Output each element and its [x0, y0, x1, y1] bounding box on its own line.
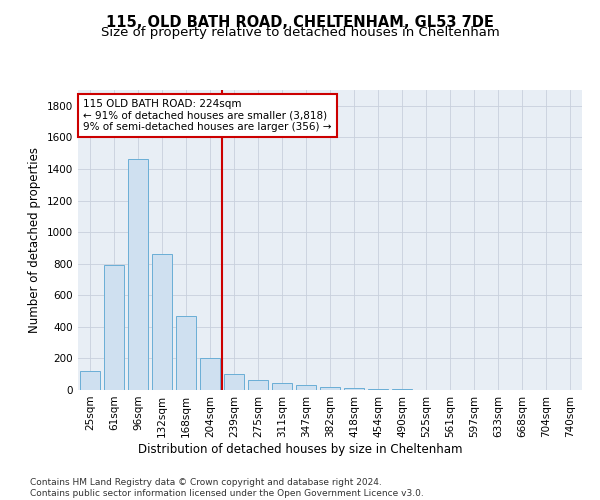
Bar — [272, 383, 292, 390]
Bar — [320, 387, 340, 390]
Bar — [392, 389, 412, 390]
Bar — [224, 374, 244, 390]
Y-axis label: Number of detached properties: Number of detached properties — [28, 147, 41, 333]
Bar — [200, 358, 220, 390]
Text: Size of property relative to detached houses in Cheltenham: Size of property relative to detached ho… — [101, 26, 499, 39]
Bar — [296, 386, 316, 390]
Text: Distribution of detached houses by size in Cheltenham: Distribution of detached houses by size … — [138, 442, 462, 456]
Bar — [80, 371, 100, 390]
Bar — [104, 266, 124, 390]
Bar — [128, 160, 148, 390]
Bar — [152, 254, 172, 390]
Bar — [176, 316, 196, 390]
Text: Contains HM Land Registry data © Crown copyright and database right 2024.
Contai: Contains HM Land Registry data © Crown c… — [30, 478, 424, 498]
Text: 115, OLD BATH ROAD, CHELTENHAM, GL53 7DE: 115, OLD BATH ROAD, CHELTENHAM, GL53 7DE — [106, 15, 494, 30]
Bar — [368, 388, 388, 390]
Text: 115 OLD BATH ROAD: 224sqm
← 91% of detached houses are smaller (3,818)
9% of sem: 115 OLD BATH ROAD: 224sqm ← 91% of detac… — [83, 99, 332, 132]
Bar — [344, 388, 364, 390]
Bar — [248, 380, 268, 390]
